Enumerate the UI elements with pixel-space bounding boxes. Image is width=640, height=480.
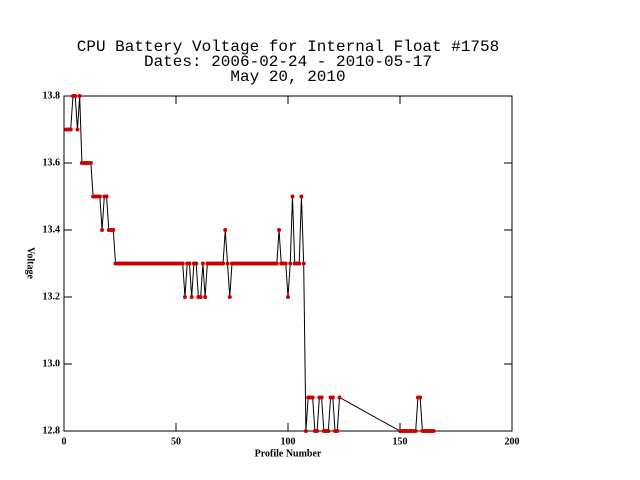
data-point: [315, 429, 320, 433]
y-tick-label: 13.8: [43, 90, 61, 101]
data-point: [225, 261, 230, 266]
x-tick-label: 0: [62, 436, 67, 447]
data-point: [288, 261, 293, 266]
data-point: [88, 161, 93, 165]
data-point: [73, 94, 78, 98]
data-point: [431, 429, 436, 433]
chart-subtitle: Dates: 2006-02-24 - 2010-05-17: [144, 53, 432, 71]
data-point: [330, 395, 335, 400]
data-point: [303, 429, 308, 433]
chart-date: May 20, 2010: [230, 68, 345, 86]
data-point: [111, 228, 116, 232]
data-point: [203, 295, 208, 299]
x-tick-label: 150: [393, 436, 408, 447]
data-point: [290, 194, 295, 199]
data-point: [277, 228, 282, 232]
y-tick-label: 13.6: [43, 157, 61, 168]
y-tick-label: 13.0: [43, 358, 61, 369]
data-point: [223, 228, 228, 232]
data-point: [200, 261, 205, 266]
data-point: [297, 261, 302, 266]
data-point: [182, 295, 187, 299]
data-point: [187, 261, 192, 266]
data-point: [283, 261, 288, 266]
x-tick-label: 200: [505, 436, 520, 447]
y-tick-label: 12.8: [43, 425, 61, 436]
data-point: [100, 228, 105, 232]
data-point: [189, 295, 194, 299]
y-tick-label: 13.2: [43, 291, 61, 302]
data-point: [413, 429, 418, 433]
data-point: [337, 395, 342, 400]
y-axis-label: Voltage: [25, 247, 36, 279]
data-point: [194, 261, 199, 266]
y-tick-label: 13.4: [43, 224, 61, 235]
data-point: [198, 295, 203, 299]
data-point: [310, 395, 315, 400]
data-point: [68, 127, 73, 132]
data-point: [335, 429, 340, 433]
x-tick-label: 100: [281, 436, 296, 447]
data-point: [301, 261, 306, 266]
data-point: [227, 295, 232, 299]
data-point: [77, 94, 82, 98]
data-point: [221, 261, 226, 266]
chart-title: CPU Battery Voltage for Internal Float #…: [77, 38, 499, 56]
x-tick-label: 50: [171, 436, 181, 447]
data-point: [319, 395, 324, 400]
data-point: [104, 194, 109, 199]
data-point: [75, 127, 80, 132]
data-point: [180, 261, 185, 266]
data-point: [97, 194, 102, 199]
data-point: [286, 295, 290, 299]
x-axis-label: Profile Number: [255, 448, 322, 459]
data-point: [299, 194, 304, 199]
data-point: [274, 261, 279, 266]
data-point: [418, 395, 423, 400]
data-point: [326, 429, 331, 433]
